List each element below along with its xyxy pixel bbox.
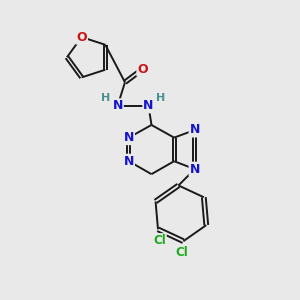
Text: H: H xyxy=(156,93,166,103)
Text: N: N xyxy=(190,124,200,136)
Text: H: H xyxy=(100,93,110,103)
Text: N: N xyxy=(124,155,134,168)
Text: O: O xyxy=(137,62,148,76)
Text: O: O xyxy=(76,31,87,44)
Text: N: N xyxy=(143,99,154,112)
Text: N: N xyxy=(124,131,134,144)
Text: Cl: Cl xyxy=(176,246,188,259)
Text: Cl: Cl xyxy=(153,234,166,247)
Text: N: N xyxy=(112,99,123,112)
Text: N: N xyxy=(190,163,200,176)
